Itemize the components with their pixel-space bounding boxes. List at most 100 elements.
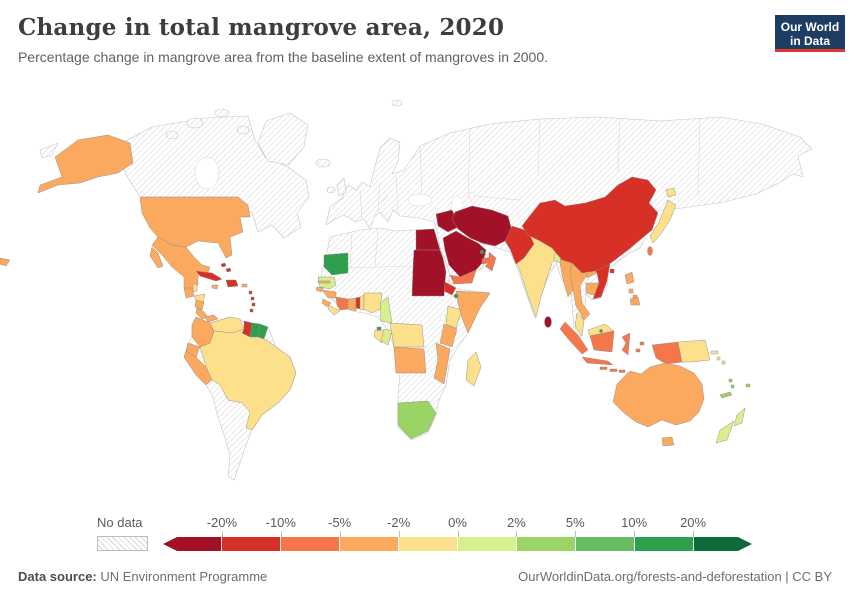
- country-new-caledonia[interactable]: [719, 391, 733, 399]
- country-solomon-islands[interactable]: [716, 356, 726, 365]
- legend-bucket[interactable]: [221, 537, 280, 551]
- country-liberia[interactable]: [327, 304, 341, 316]
- arctic-island: [165, 130, 179, 140]
- legend-tick-label: 20%: [680, 515, 707, 530]
- legend-bucket[interactable]: [398, 537, 457, 551]
- legend-tick-label: -5%: [328, 515, 352, 530]
- country-eritrea[interactable]: [443, 281, 457, 296]
- landmass-greenland: [257, 112, 309, 166]
- country-japan[interactable]: [649, 187, 677, 244]
- legend-tick-mark: [516, 531, 518, 537]
- country-nigeria[interactable]: [363, 292, 383, 314]
- country-guinea-bissau[interactable]: [315, 286, 324, 293]
- country-philippines[interactable]: [624, 271, 641, 306]
- country-bahamas[interactable]: [220, 262, 232, 273]
- arctic-island: [186, 117, 204, 129]
- legend-tick-mark: [693, 531, 695, 537]
- country-peru[interactable]: [183, 350, 213, 386]
- country-new-zealand[interactable]: [715, 407, 746, 444]
- country-lesser-antilles[interactable]: [248, 290, 256, 313]
- country-equatorial-guinea[interactable]: [376, 326, 382, 331]
- legend-ticks: -20% -10% -5% -2% 0% 2% 5% 10% 20%: [163, 515, 752, 537]
- country-yemen[interactable]: [449, 269, 477, 285]
- legend-tick-mark: [339, 531, 341, 537]
- data-countries: [0, 134, 751, 447]
- country-sierra-leone[interactable]: [321, 298, 332, 308]
- footer: Data source: UN Environment Programme Ou…: [18, 569, 832, 584]
- legend-tick-mark: [221, 531, 223, 537]
- legend-tick-label: 0%: [448, 515, 467, 530]
- country-oman[interactable]: [484, 251, 497, 272]
- country-brunei[interactable]: [599, 329, 603, 333]
- country-costa-rica[interactable]: [195, 307, 209, 320]
- footer-source: Data source: UN Environment Programme: [18, 569, 267, 584]
- owid-logo-line1: Our World: [780, 19, 840, 34]
- country-cote-divoire[interactable]: [335, 296, 349, 311]
- legend-bucket[interactable]: [163, 537, 221, 551]
- country-cuba[interactable]: [195, 270, 223, 282]
- world-choropleth-map: [0, 99, 813, 481]
- country-panama[interactable]: [204, 314, 219, 323]
- legend-tick-mark: [280, 531, 282, 537]
- country-belize[interactable]: [192, 283, 198, 293]
- legend-nodata-label: No data: [97, 515, 143, 530]
- footer-source-value: UN Environment Programme: [100, 569, 268, 584]
- country-australia[interactable]: [612, 362, 705, 447]
- country-gambia[interactable]: [317, 280, 331, 284]
- legend-tick-mark: [634, 531, 636, 537]
- country-nicaragua[interactable]: [194, 299, 205, 311]
- country-sudan[interactable]: [411, 249, 447, 297]
- legend-bucket[interactable]: [339, 537, 398, 551]
- country-djibouti[interactable]: [453, 293, 459, 299]
- country-indonesia[interactable]: [559, 321, 683, 373]
- country-china[interactable]: [521, 176, 659, 274]
- country-mexico[interactable]: [149, 236, 211, 291]
- country-iran[interactable]: [451, 205, 513, 247]
- legend-color-bar: [163, 537, 752, 551]
- legend-bucket[interactable]: [634, 537, 693, 551]
- svalbard: [391, 99, 403, 107]
- legend-tick-label: -2%: [387, 515, 411, 530]
- country-benin[interactable]: [359, 294, 365, 311]
- country-congo[interactable]: [380, 328, 393, 346]
- country-drc[interactable]: [389, 322, 425, 348]
- country-angola[interactable]: [393, 346, 427, 374]
- aral-sea: [468, 191, 476, 201]
- country-papua-new-guinea[interactable]: [677, 339, 719, 363]
- legend-bucket[interactable]: [693, 537, 752, 551]
- country-mozambique[interactable]: [433, 342, 451, 385]
- country-puerto-rico[interactable]: [241, 283, 248, 288]
- legend-bucket[interactable]: [575, 537, 634, 551]
- country-tanzania[interactable]: [439, 323, 458, 348]
- ireland: [326, 186, 336, 194]
- page-title: Change in total mangrove area, 2020: [18, 14, 505, 41]
- country-brazil[interactable]: [199, 328, 297, 431]
- country-togo[interactable]: [355, 296, 361, 310]
- country-guatemala[interactable]: [183, 287, 195, 299]
- legend-bucket[interactable]: [457, 537, 516, 551]
- country-qatar[interactable]: [479, 249, 485, 255]
- country-south-africa[interactable]: [397, 400, 437, 440]
- country-jamaica[interactable]: [211, 284, 219, 290]
- country-united-states[interactable]: [0, 134, 251, 267]
- footer-link[interactable]: OurWorldinData.org/forests-and-deforesta…: [518, 569, 832, 584]
- country-vanuatu[interactable]: [728, 378, 735, 389]
- legend-bucket[interactable]: [516, 537, 575, 551]
- legend-bucket[interactable]: [280, 537, 339, 551]
- country-taiwan[interactable]: [647, 246, 653, 256]
- country-kenya[interactable]: [445, 305, 463, 329]
- country-hispaniola[interactable]: [225, 279, 239, 288]
- country-mauritania[interactable]: [323, 252, 349, 276]
- country-ghana[interactable]: [347, 297, 357, 312]
- legend-tick-mark: [457, 531, 459, 537]
- legend-tick-mark: [398, 531, 400, 537]
- country-madagascar[interactable]: [465, 351, 482, 387]
- country-sri-lanka[interactable]: [544, 316, 552, 328]
- country-somalia[interactable]: [455, 290, 491, 334]
- owid-logo-accent-bar: [775, 49, 845, 52]
- country-egypt[interactable]: [415, 228, 441, 251]
- legend-nodata-swatch[interactable]: [97, 536, 148, 551]
- owid-logo[interactable]: Our World in Data: [775, 15, 845, 52]
- country-fiji[interactable]: [745, 383, 751, 388]
